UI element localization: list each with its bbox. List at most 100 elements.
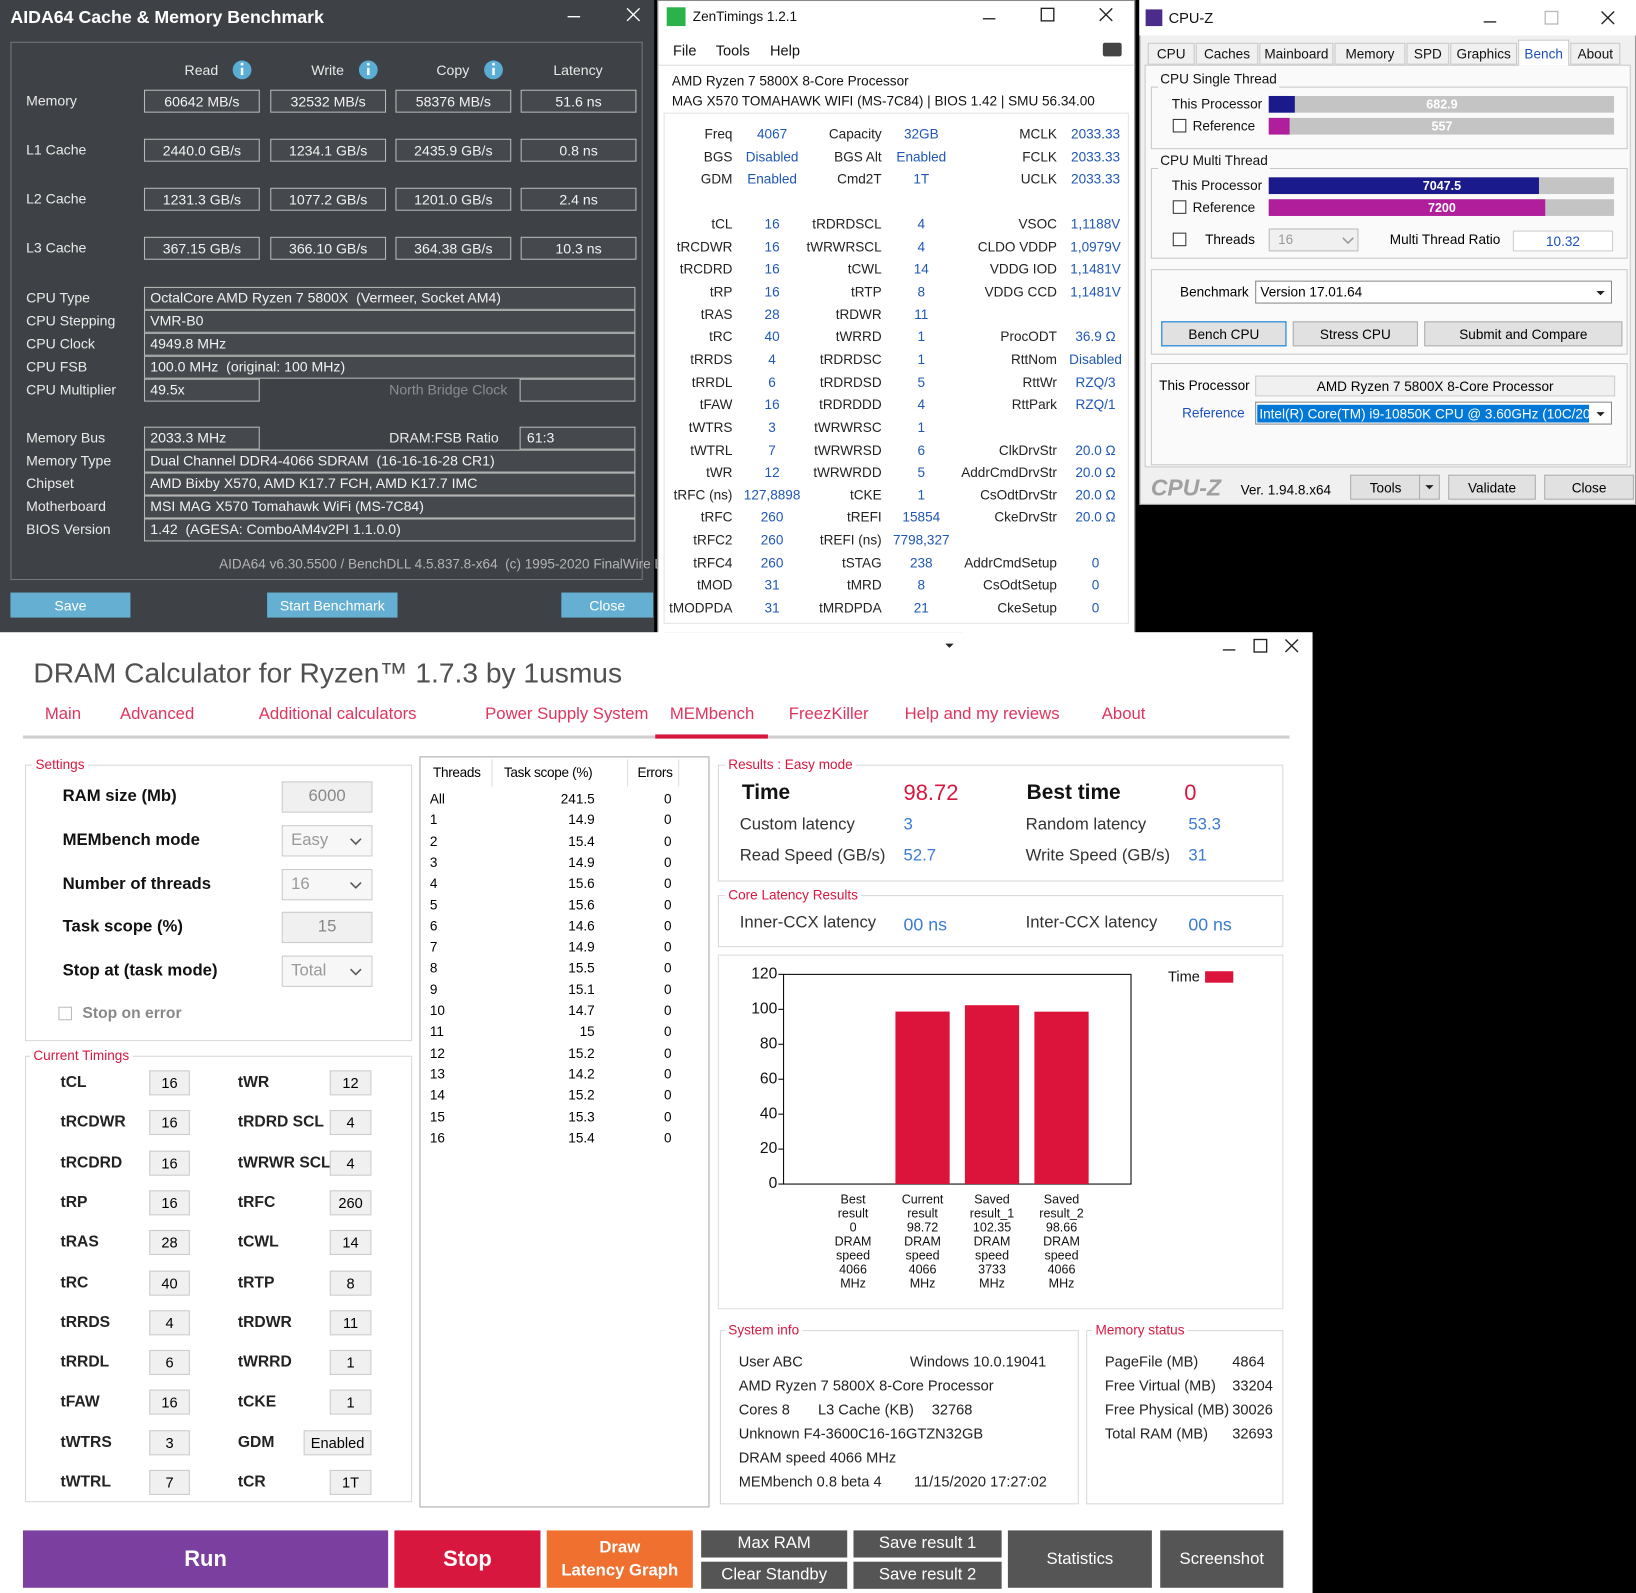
menu-item[interactable]: File [672,41,697,59]
info-label: North Bridge Clock [389,381,508,398]
timing-label: tFAW [699,396,733,413]
button[interactable]: Save result 1 [853,1530,1002,1558]
timing-label: tMRDPDA [819,599,882,616]
tab[interactable]: MEMbench [669,705,755,723]
table-cell: 0 [663,917,672,934]
column-separator [627,759,629,787]
timing-label: tCKE [237,1393,277,1411]
button[interactable]: Stop [394,1530,541,1588]
button[interactable]: Save [10,592,131,618]
table-cell: 15 [429,1108,445,1125]
result-value: 0 [1184,781,1197,806]
button[interactable]: Close [561,592,654,618]
timing-label: tWTRL [60,1473,111,1491]
benchmark-value: 364.38 GB/s [395,236,512,260]
timing-value: 4 [768,351,776,368]
setting-input[interactable]: 6000 [281,781,373,813]
tab[interactable]: About [1101,705,1146,723]
checkbox[interactable] [1172,118,1187,133]
button[interactable]: Save result 2 [853,1561,1002,1589]
tab[interactable]: About [1570,42,1621,65]
bench-score: 7047.5 [1422,178,1462,193]
tab[interactable]: Memory [1334,42,1406,65]
button[interactable]: Bench CPU [1161,321,1287,347]
table-cell: 2 [429,833,438,849]
button[interactable]: Clear Standby [701,1561,848,1589]
checkbox[interactable] [58,1006,72,1021]
timing-value: 6 [917,441,926,458]
timing-value: 16 [764,396,780,413]
app-icon [1145,9,1163,27]
screenshot-icon[interactable] [1102,42,1122,57]
benchmark-value: 58376 MB/s [395,89,512,113]
timing-value: 36.9 Ω [1075,328,1116,345]
result-label: Read Speed (GB/s) [739,847,886,865]
tab[interactable]: CPU [1147,42,1195,65]
table-cell: 14.9 [568,811,595,828]
tab[interactable]: Power Supply System [485,705,649,723]
tab[interactable]: Bench [1518,39,1570,66]
tab[interactable]: Advanced [119,705,195,723]
benchmark-value: 367.15 GB/s [143,236,260,260]
info-label: Chipset [26,475,74,492]
timing-label: tCR [237,1473,266,1491]
tab[interactable]: SPD [1406,42,1450,65]
version-select[interactable]: Version 17.01.64 [1255,280,1613,304]
tab[interactable]: Help and my reviews [904,705,1060,723]
checkbox-label[interactable]: Stop on error [82,1004,182,1023]
checkbox[interactable] [1172,232,1187,247]
benchmark-value: 1231.3 GB/s [143,187,260,211]
timing-label: tWRWRDD [813,464,882,481]
timing-label: tCWL [847,261,882,277]
result-label: Custom latency [739,815,855,834]
system-info: Windows 10.0.19041 [909,1353,1047,1370]
timing-value: 238 [909,554,933,571]
info-value: AMD Bixby X570, AMD K17.7 FCH, AMD K17.7… [143,472,636,496]
menu-item[interactable]: Help [770,41,801,59]
button[interactable]: Start Benchmark [267,592,398,618]
table-cell: 15.1 [568,981,595,997]
tab[interactable]: Main [44,705,82,723]
button[interactable]: Statistics [1007,1530,1152,1588]
table-cell: 15.4 [568,1129,595,1146]
column-header: Copy [436,62,470,79]
table-cell: 0 [663,981,672,997]
button[interactable]: Max RAM [701,1530,848,1558]
timing-label: tRAS [700,306,733,322]
button[interactable]: Tools [1350,474,1440,500]
threads-select[interactable]: 16 [1268,228,1359,252]
ratio-value: 10.32 [1512,230,1614,252]
result-label: Time [741,781,791,805]
bench-bar [1268,95,1295,113]
timing-label: tRDRDSD [819,374,882,390]
tab[interactable]: Mainboard [1259,42,1334,65]
tab[interactable]: Graphics [1450,42,1518,65]
table-cell: 11 [429,1023,444,1040]
button[interactable]: Stress CPU [1292,321,1418,347]
tab[interactable]: Caches [1195,42,1259,65]
timing-label: tRFC4 [693,554,733,571]
tab[interactable]: Additional calculators [258,705,417,723]
timing-label: tREFI (ns) [819,532,882,548]
timing-value: 16 [764,283,780,300]
version: Ver. 1.94.8.x64 [1240,481,1332,498]
button[interactable]: Close [1544,474,1634,500]
setting-input[interactable]: 15 [281,911,373,944]
table-cell: 3 [429,854,438,870]
info-label: BIOS Version [26,521,111,538]
tab[interactable]: FreezKiller [788,705,869,723]
button[interactable]: Run [22,1530,389,1588]
checkbox[interactable] [1172,200,1187,214]
button[interactable]: Screenshot [1160,1530,1284,1588]
menu-item[interactable]: Tools [715,41,750,59]
timing-label: tRFC2 [693,532,733,548]
button[interactable]: Validate [1448,474,1536,500]
button[interactable]: Submit and Compare [1424,321,1623,347]
timing-label: tWRWRSC [814,419,882,435]
result-label: Random latency [1025,815,1147,834]
separator [1418,474,1421,500]
timing-value: 11 [329,1310,372,1336]
button[interactable]: Draw Latency Graph [546,1530,693,1588]
result-value: 53.3 [1188,815,1221,834]
table-cell: 7 [429,938,438,955]
